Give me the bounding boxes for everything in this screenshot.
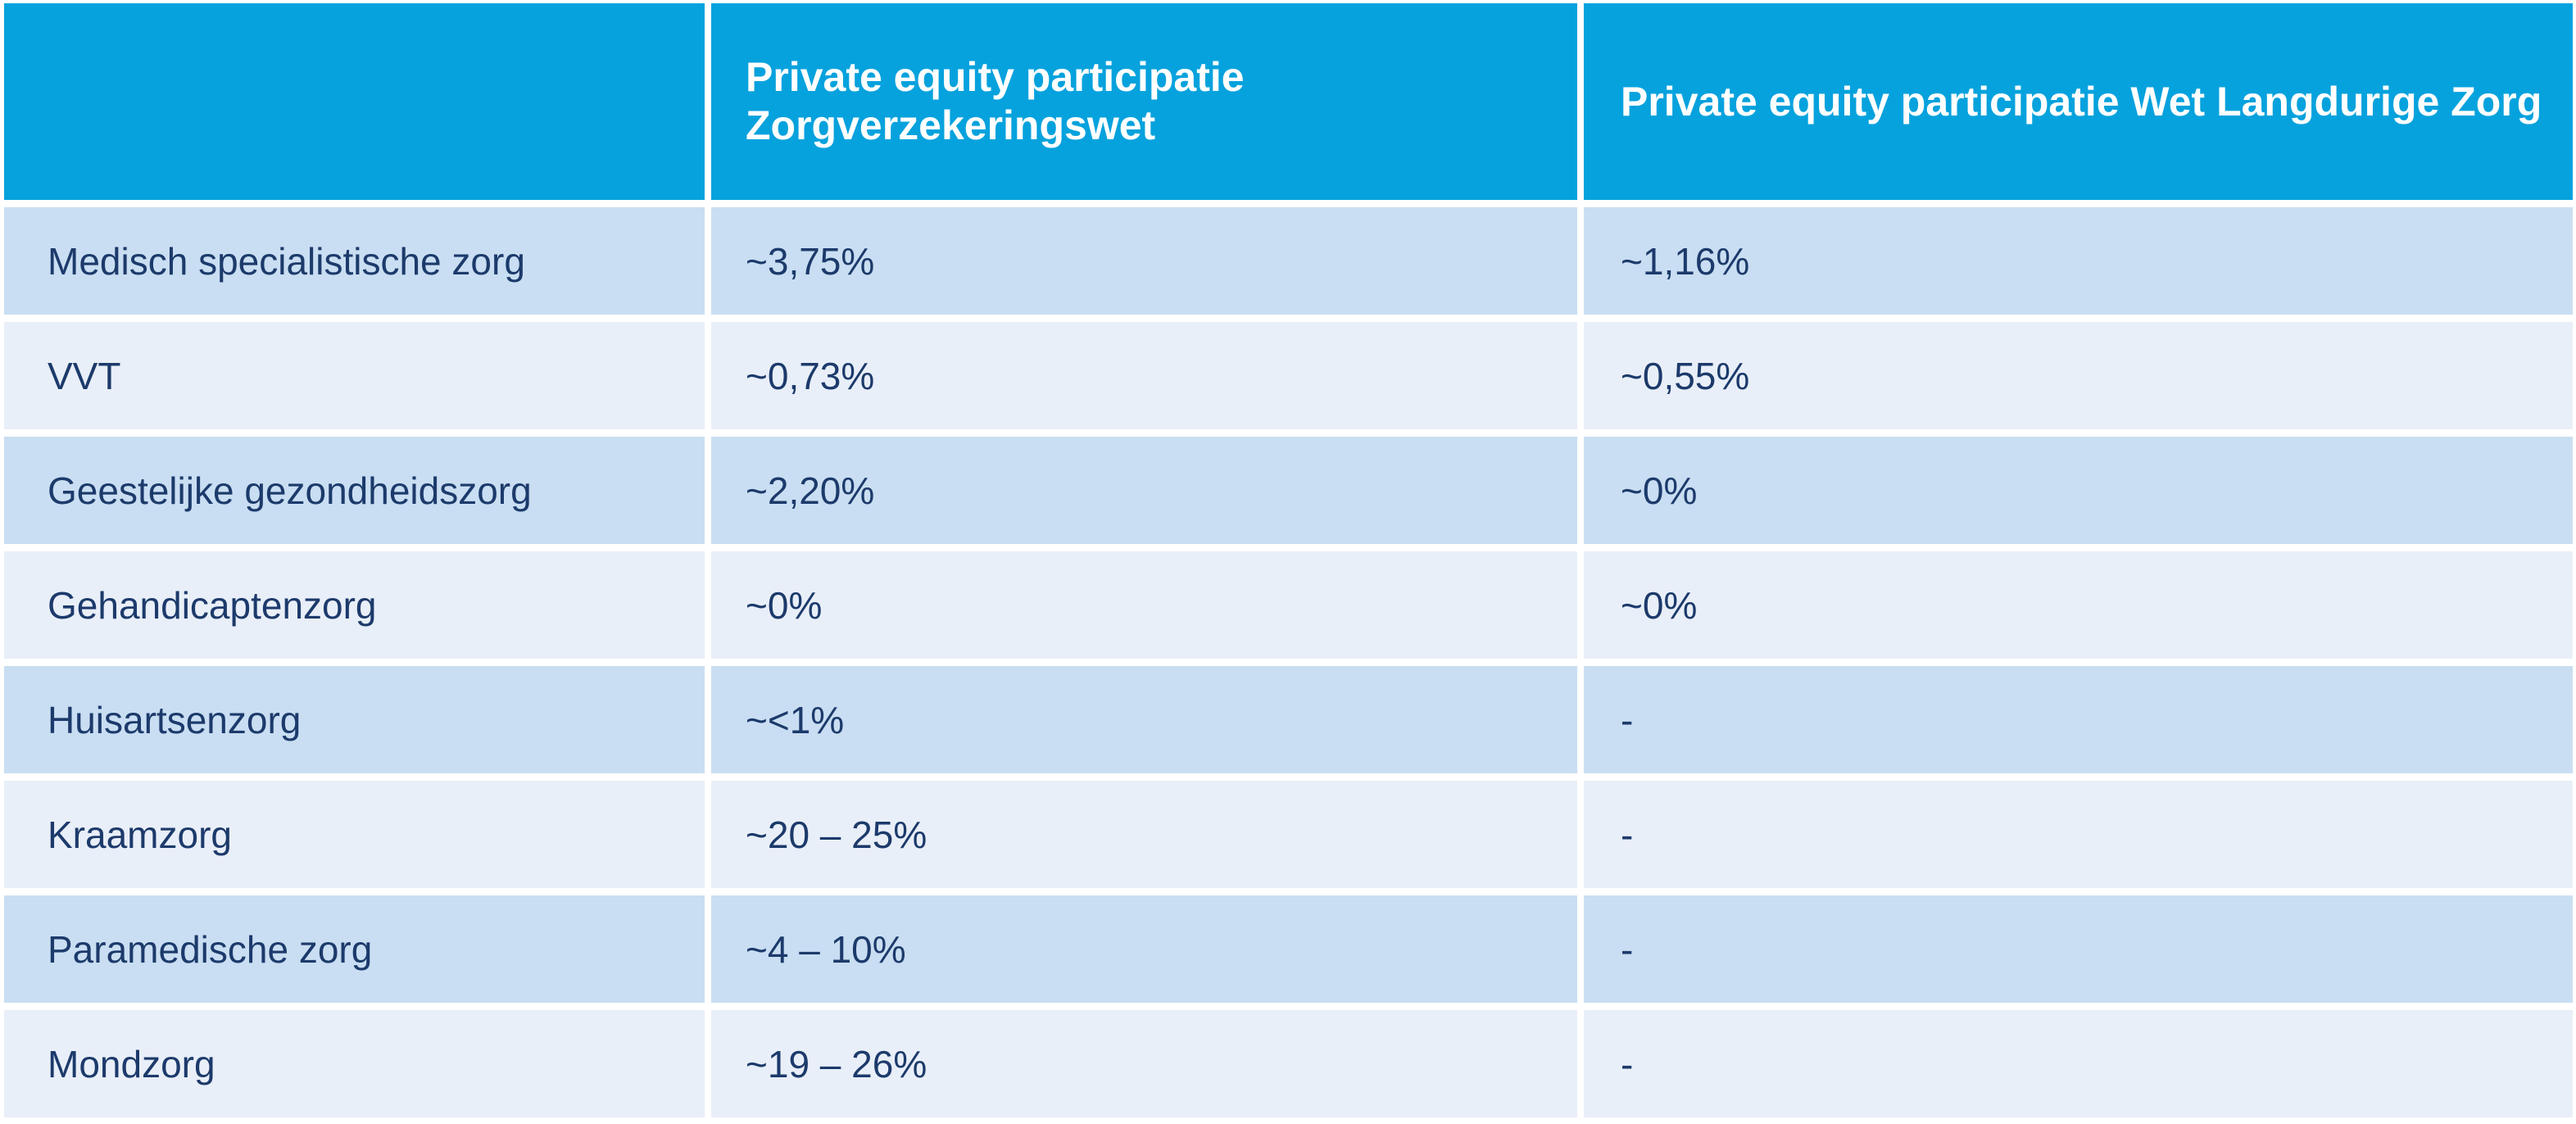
- header-cell-sector: [4, 3, 705, 200]
- header-cell-wet-langdurige-zorg: Private equity participatie Wet Langduri…: [1584, 3, 2573, 200]
- zvw-value: ~<1%: [711, 666, 1577, 773]
- row-label: Paramedische zorg: [4, 895, 705, 1003]
- row-label: VVT: [4, 322, 705, 429]
- row-label: Kraamzorg: [4, 781, 705, 888]
- row-label: Medisch specialistische zorg: [4, 207, 705, 315]
- zvw-value: ~2,20%: [711, 437, 1577, 544]
- row-label: Mondzorg: [4, 1010, 705, 1117]
- wlz-value: ~1,16%: [1584, 207, 2573, 315]
- wlz-value: ~0%: [1584, 551, 2573, 659]
- row-label: Gehandicaptenzorg: [4, 551, 705, 659]
- wlz-value: -: [1584, 781, 2573, 888]
- row-label: Huisartsenzorg: [4, 666, 705, 773]
- zvw-value: ~19 – 26%: [711, 1010, 1577, 1117]
- wlz-value: -: [1584, 1010, 2573, 1117]
- zvw-value: ~3,75%: [711, 207, 1577, 315]
- wlz-value: ~0%: [1584, 437, 2573, 544]
- header-cell-zorgverzekeringswet: Private equity participatie Zorgverzeker…: [711, 3, 1577, 200]
- zvw-value: ~20 – 25%: [711, 781, 1577, 888]
- wlz-value: -: [1584, 666, 2573, 773]
- zvw-value: ~0,73%: [711, 322, 1577, 429]
- wlz-value: -: [1584, 895, 2573, 1003]
- row-label: Geestelijke gezondheidszorg: [4, 437, 705, 544]
- zvw-value: ~4 – 10%: [711, 895, 1577, 1003]
- wlz-value: ~0,55%: [1584, 322, 2573, 429]
- zvw-value: ~0%: [711, 551, 1577, 659]
